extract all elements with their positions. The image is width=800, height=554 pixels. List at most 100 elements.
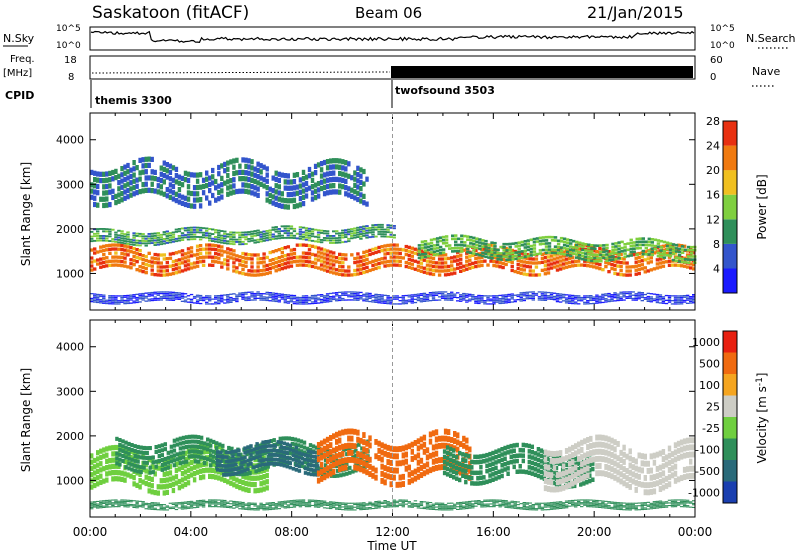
power-cell [325,183,330,190]
power-cell [192,185,197,191]
velocity-cell [225,450,229,455]
power-cell [271,228,275,231]
velocity-cell [344,464,348,471]
power-cell [150,298,154,300]
power-cell [144,240,148,242]
power-cell [274,189,278,195]
power-cell [183,234,188,236]
power-cell [180,239,185,241]
power-cell [283,294,288,296]
power-cell [123,264,127,268]
power-cell [492,303,496,305]
velocity-cell [413,468,418,475]
velocity-cell [115,451,119,456]
power-cell [598,298,602,301]
power-cell [371,296,375,298]
power-cell [201,183,206,190]
power-cell [478,253,482,257]
power-cell [347,161,351,167]
power-cell [189,229,194,231]
power-cell [232,243,236,246]
power-cell [353,195,357,201]
power-cell [667,296,672,298]
power-cell [365,298,369,301]
power-cell [102,239,106,242]
power-cell [481,251,485,255]
velocity-cell [93,470,97,476]
velocity-cell [479,475,483,481]
power-cell [587,256,591,259]
velocity-cell [338,444,342,451]
power-cell [423,240,428,243]
velocity-cell [123,452,127,458]
power-cell [489,259,493,263]
power-cell [156,291,161,293]
velocity-cell [145,451,149,456]
power-cell [404,302,409,305]
velocity-cell [242,457,246,462]
power-cell [265,291,269,293]
power-cell [353,232,357,234]
power-cell [474,297,478,299]
velocity-cell [252,465,256,470]
power-cell [329,270,333,274]
velocity-cell [111,445,115,451]
power-cell [505,258,509,262]
power-cell [608,255,612,259]
velocity-cell [261,445,265,449]
power-cell [147,292,151,294]
power-cell [341,293,345,295]
velocity-cell [548,468,553,474]
power-cell [661,299,666,301]
power-cell [549,262,554,266]
power-cell [555,294,560,296]
velocity-cell [114,463,118,469]
power-cell [602,253,606,257]
power-cell [398,255,402,260]
velocity-cell [497,475,501,480]
power-cell [329,299,333,301]
velocity-cell [282,463,287,468]
power-cell [177,230,182,233]
velocity-cell [335,438,339,445]
power-cell [259,238,263,241]
power-cell [483,301,487,303]
power-cell [637,298,641,300]
power-cell [587,252,591,256]
power-cell [359,267,363,271]
power-cell [377,230,381,233]
power-cell [359,230,363,233]
power-cell [558,255,563,259]
power-cell [208,298,212,300]
power-cell [652,299,657,302]
power-cell [561,300,566,302]
velocity-cell [558,457,563,464]
power-cell [310,171,315,177]
power-cell [356,264,360,268]
power-cell [558,247,563,251]
power-cell [395,263,399,267]
velocity-cell [138,478,142,484]
power-cell [454,240,458,244]
velocity-cell [549,479,554,486]
power-cell [138,294,142,297]
power-cell [192,302,197,304]
power-cbar-tick: 12 [706,213,720,226]
velocity-cell [261,462,265,467]
power-cell [571,264,575,268]
power-cell [244,296,248,298]
power-cell [676,296,681,299]
power-cell [201,236,206,239]
power-cell [301,263,306,267]
power-cell [534,273,539,277]
velocity-cell [470,470,474,475]
power-cell [341,234,345,237]
velocity-cell [374,453,378,460]
power-cell [605,253,609,256]
power-cell [410,300,415,302]
power-cell [174,240,179,243]
power-cell [214,296,218,299]
power-cell [235,241,239,243]
velocity-cell [551,470,556,475]
velocity-cell [607,464,611,471]
